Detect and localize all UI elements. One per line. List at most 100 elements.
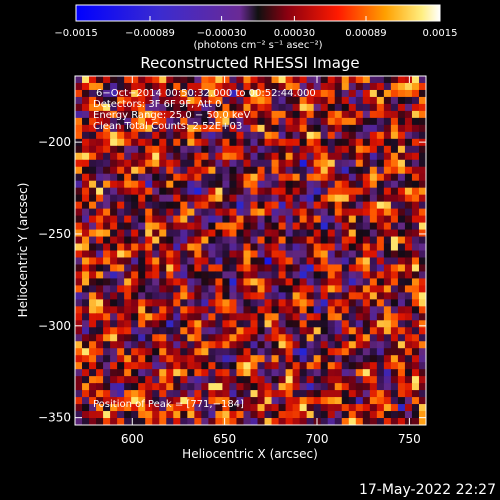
heatmap-cell: [355, 82, 364, 91]
heatmap-cell: [208, 201, 216, 210]
heatmap-cell: [117, 215, 125, 224]
heatmap-cell: [278, 201, 287, 210]
heatmap-cell: [180, 313, 188, 321]
heatmap-cell: [362, 271, 371, 280]
heatmap-cell: [124, 292, 132, 300]
heatmap-cell: [278, 96, 287, 105]
heatmap-cell: [159, 418, 167, 425]
heatmap-cell: [124, 278, 132, 286]
heatmap-cell: [299, 124, 308, 133]
heatmap-cell: [418, 208, 426, 217]
heatmap-cell: [145, 89, 153, 98]
heatmap-cell: [376, 131, 385, 140]
heatmap-cell: [187, 117, 195, 126]
heatmap-cell: [362, 376, 371, 384]
heatmap-cell: [117, 229, 125, 238]
heatmap-cell: [180, 257, 188, 266]
heatmap-cell: [145, 208, 153, 217]
heatmap-cell: [376, 418, 385, 425]
heatmap-cell: [418, 348, 426, 356]
heatmap-cell: [376, 76, 385, 84]
heatmap-cell: [355, 320, 364, 328]
heatmap-cell: [292, 117, 301, 126]
heatmap-cell: [411, 208, 420, 217]
heatmap-cell: [250, 369, 259, 377]
heatmap-cell: [110, 334, 118, 342]
heatmap-cell: [411, 96, 420, 105]
heatmap-cell: [159, 222, 167, 231]
heatmap-cell: [89, 152, 97, 161]
heatmap-cell: [215, 229, 224, 238]
heatmap-cell: [166, 180, 174, 189]
heatmap-cell: [292, 152, 301, 161]
heatmap-cell: [117, 390, 125, 398]
heatmap-cell: [75, 236, 83, 245]
heatmap-cell: [264, 299, 273, 307]
heatmap-cell: [166, 194, 174, 203]
heatmap-cell: [138, 159, 146, 168]
heatmap-cell: [117, 299, 125, 307]
heatmap-cell: [117, 187, 125, 196]
heatmap-cell: [320, 187, 329, 196]
heatmap-cell: [369, 222, 378, 231]
heatmap-cell: [229, 334, 238, 342]
heatmap-cell: [131, 145, 139, 154]
heatmap-cell: [215, 334, 224, 342]
heatmap-cell: [257, 334, 266, 342]
heatmap-cell: [243, 355, 252, 363]
heatmap-cell: [229, 383, 238, 391]
heatmap-cell: [257, 306, 266, 314]
heatmap-cell: [355, 110, 364, 119]
heatmap-cell: [383, 320, 392, 328]
heatmap-cell: [376, 278, 385, 286]
heatmap-cell: [138, 383, 146, 391]
heatmap-cell: [404, 131, 413, 140]
heatmap-cell: [411, 82, 420, 91]
heatmap-cell: [292, 166, 301, 175]
heatmap-cell: [369, 250, 378, 259]
heatmap-cell: [341, 299, 350, 307]
heatmap-cell: [201, 76, 209, 84]
heatmap-cell: [341, 355, 350, 363]
heatmap-cell: [201, 369, 209, 377]
heatmap-cell: [229, 243, 238, 252]
heatmap-cell: [96, 89, 104, 98]
heatmap-cell: [82, 76, 90, 84]
heatmap-cell: [313, 278, 322, 286]
heatmap-cell: [271, 264, 280, 273]
heatmap-cell: [257, 369, 266, 377]
heatmap-cell: [159, 173, 167, 182]
heatmap-cell: [201, 201, 209, 210]
heatmap-cell: [271, 229, 280, 238]
heatmap-cell: [320, 138, 329, 147]
heatmap-cell: [89, 82, 97, 91]
heatmap-cell: [250, 334, 259, 342]
heatmap-cell: [222, 243, 231, 252]
heatmap-cell: [313, 236, 322, 245]
heatmap-cell: [292, 278, 301, 286]
heatmap-cell: [201, 327, 209, 335]
heatmap-cell: [229, 348, 238, 356]
heatmap-cell: [257, 327, 266, 335]
heatmap-cell: [397, 243, 406, 252]
heatmap-cell: [138, 103, 146, 112]
heatmap-cell: [96, 292, 104, 300]
heatmap-cell: [75, 292, 83, 300]
heatmap-cell: [180, 187, 188, 196]
heatmap-cell: [110, 257, 118, 266]
heatmap-cell: [404, 334, 413, 342]
heatmap-cell: [180, 327, 188, 335]
heatmap-cell: [334, 341, 343, 349]
heatmap-cell: [89, 313, 97, 321]
heatmap-cell: [271, 131, 280, 140]
heatmap-cell: [348, 376, 357, 384]
heatmap-cell: [145, 236, 153, 245]
heatmap-cell: [264, 369, 273, 377]
heatmap-cell: [362, 327, 371, 335]
heatmap-cell: [166, 124, 174, 133]
heatmap-cell: [278, 313, 287, 321]
heatmap-cell: [117, 117, 125, 126]
heatmap-cell: [145, 355, 153, 363]
heatmap-cell: [348, 194, 357, 203]
heatmap-cell: [124, 89, 132, 98]
